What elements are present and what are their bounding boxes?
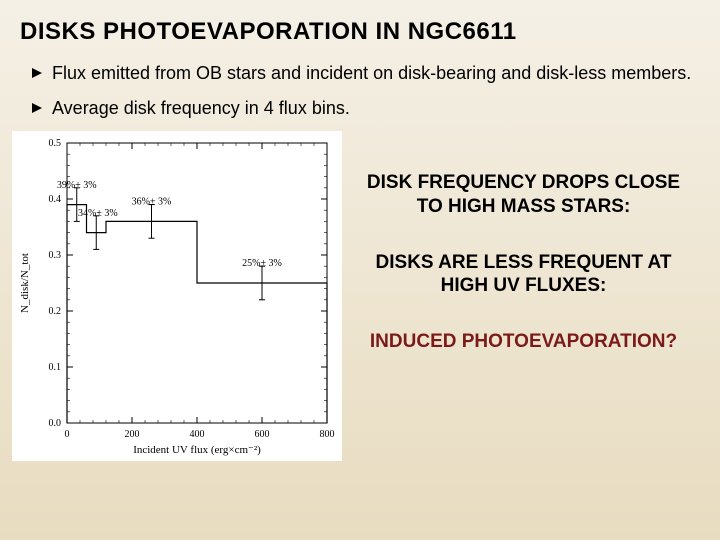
svg-text:25%± 3%: 25%± 3% [242, 258, 282, 269]
svg-text:600: 600 [255, 429, 270, 440]
svg-text:Incident UV flux (erg×cm⁻²): Incident UV flux (erg×cm⁻²) [133, 444, 261, 456]
svg-text:36%± 3%: 36%± 3% [132, 197, 172, 208]
bullet-text: Average disk frequency in 4 flux bins. [52, 97, 700, 120]
svg-text:800: 800 [320, 429, 335, 440]
content-row: 0 200 400 600 800 0.0 0.1 0.2 0.3 0.4 0.5 39%± 3% 34… [0, 131, 720, 461]
disk-frequency-chart: 0 200 400 600 800 0.0 0.1 0.2 0.3 0.4 0.5 39%± 3% 34… [12, 131, 342, 461]
svg-text:39%± 3%: 39%± 3% [57, 180, 97, 191]
bullet-item-1: Flux emitted from OB stars and incident … [0, 58, 720, 93]
svg-text:0.3: 0.3 [49, 250, 62, 261]
svg-text:0.2: 0.2 [49, 306, 62, 317]
svg-text:400: 400 [190, 429, 205, 440]
svg-text:34%± 3%: 34%± 3% [78, 208, 118, 219]
bullet-item-2: Average disk frequency in 4 flux bins. [0, 93, 720, 128]
page-title: DISKS PHOTOEVAPORATION IN NGC6611 [0, 0, 720, 58]
callout-2: DISKS ARE LESS FREQUENT AT HIGH UV FLUXE… [352, 251, 695, 299]
svg-text:0: 0 [65, 429, 70, 440]
svg-text:200: 200 [125, 429, 140, 440]
triangle-bullet-icon [30, 66, 44, 80]
svg-text:0.4: 0.4 [49, 194, 62, 205]
triangle-bullet-icon [30, 101, 44, 115]
svg-text:N_disk/N_tot: N_disk/N_tot [19, 253, 31, 313]
callout-1: DISK FREQUENCY DROPS CLOSE TO HIGH MASS … [352, 171, 695, 219]
chart-svg: 0 200 400 600 800 0.0 0.1 0.2 0.3 0.4 0.5 39%± 3% 34… [12, 131, 342, 461]
svg-text:0.5: 0.5 [49, 138, 62, 149]
svg-text:0.1: 0.1 [49, 362, 62, 373]
bullet-text: Flux emitted from OB stars and incident … [52, 62, 700, 85]
callout-column: DISK FREQUENCY DROPS CLOSE TO HIGH MASS … [342, 131, 720, 386]
svg-text:0.0: 0.0 [49, 418, 62, 429]
callout-question: INDUCED PHOTOEVAPORATION? [352, 330, 695, 354]
